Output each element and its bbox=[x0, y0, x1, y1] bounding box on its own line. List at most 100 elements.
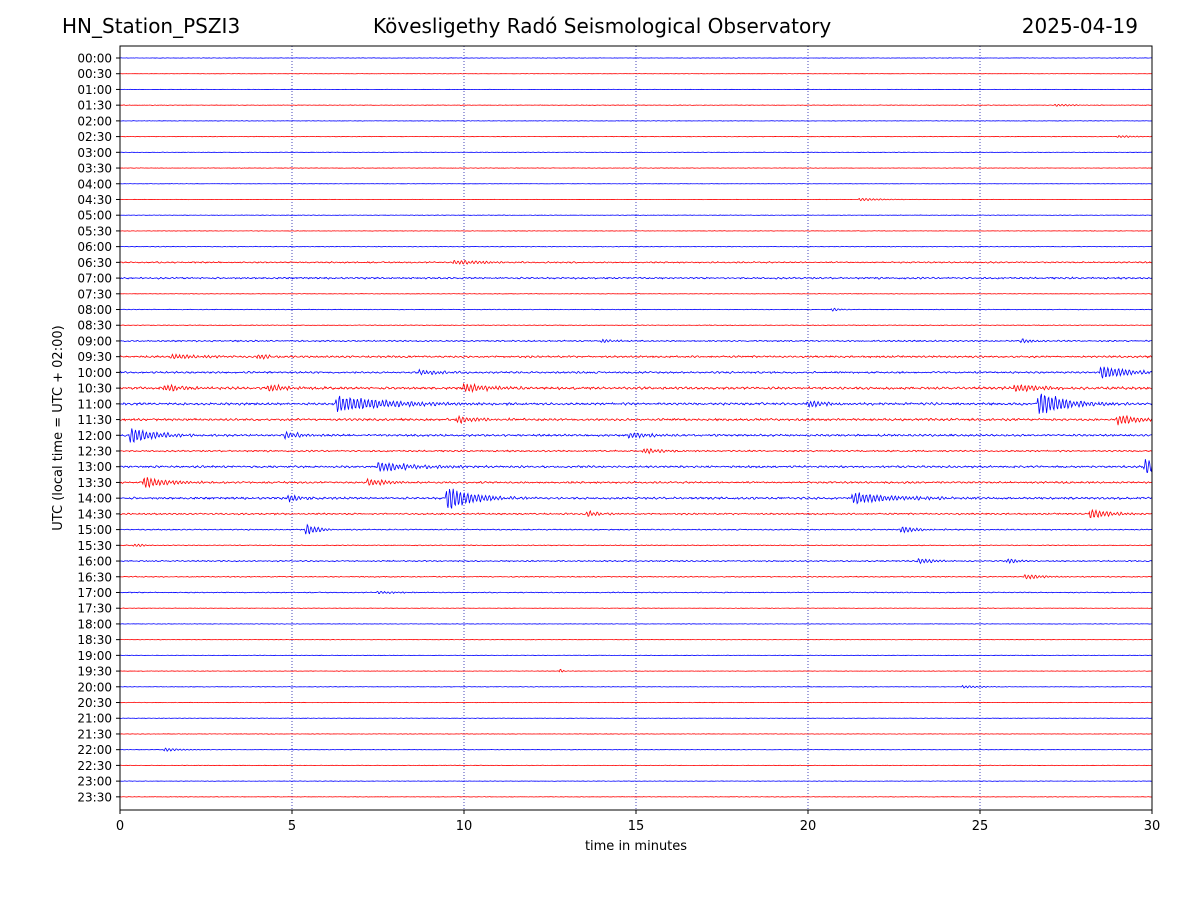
y-tick-label: 05:00 bbox=[77, 209, 112, 223]
y-tick-label: 15:30 bbox=[77, 539, 112, 553]
y-tick-label: 16:00 bbox=[77, 555, 112, 569]
y-tick-label: 20:00 bbox=[77, 680, 112, 694]
y-tick-label: 02:30 bbox=[77, 130, 112, 144]
x-tick-label: 0 bbox=[116, 819, 124, 834]
trace-0600 bbox=[120, 245, 1152, 248]
trace-2130 bbox=[120, 733, 1152, 735]
trace-2200 bbox=[120, 747, 1152, 752]
y-tick-label: 21:30 bbox=[77, 727, 112, 741]
x-tick-label: 5 bbox=[288, 819, 296, 834]
y-tick-label: 19:30 bbox=[77, 665, 112, 679]
y-tick-label: 06:00 bbox=[77, 240, 112, 254]
x-tick-label: 25 bbox=[972, 819, 989, 834]
y-tick-label: 04:30 bbox=[77, 193, 112, 207]
trace-1600 bbox=[120, 558, 1152, 565]
trace-1700 bbox=[120, 590, 1152, 595]
y-tick-label: 12:30 bbox=[77, 445, 112, 459]
chart-title: Kövesligethy Radó Seismological Observat… bbox=[373, 14, 832, 38]
trace-0830 bbox=[120, 324, 1152, 327]
y-tick-label: 09:30 bbox=[77, 350, 112, 364]
x-tick-label: 20 bbox=[800, 819, 817, 834]
trace-1900 bbox=[120, 654, 1152, 657]
y-tick-label: 02:00 bbox=[77, 114, 112, 128]
x-axis-label: time in minutes bbox=[585, 839, 687, 854]
y-tick-label: 16:30 bbox=[77, 570, 112, 584]
y-tick-label: 05:30 bbox=[77, 224, 112, 238]
y-tick-label: 15:00 bbox=[77, 523, 112, 537]
trace-1830 bbox=[120, 638, 1152, 641]
trace-1200 bbox=[120, 428, 1152, 444]
trace-2100 bbox=[120, 717, 1152, 719]
y-tick-label: 11:30 bbox=[77, 413, 112, 427]
trace-0330 bbox=[120, 167, 1152, 169]
y-tick-label: 04:00 bbox=[77, 177, 112, 191]
trace-1530 bbox=[120, 543, 1152, 547]
y-tick-label: 00:30 bbox=[77, 67, 112, 81]
x-tick-label: 30 bbox=[1144, 819, 1161, 834]
trace-1330 bbox=[120, 477, 1152, 489]
trace-1730 bbox=[120, 607, 1152, 609]
trace-2330 bbox=[120, 796, 1152, 798]
y-tick-label: 06:30 bbox=[77, 256, 112, 270]
y-tick-label: 22:00 bbox=[77, 743, 112, 757]
trace-0630 bbox=[120, 259, 1152, 265]
trace-1930 bbox=[120, 668, 1152, 673]
trace-2230 bbox=[120, 764, 1152, 767]
trace-1300 bbox=[120, 459, 1152, 474]
trace-0800 bbox=[120, 307, 1152, 312]
trace-0130 bbox=[120, 103, 1152, 107]
y-tick-label: 23:30 bbox=[77, 790, 112, 804]
trace-1000 bbox=[120, 366, 1152, 379]
trace-2030 bbox=[120, 701, 1152, 704]
trace-1230 bbox=[120, 448, 1152, 455]
trace-0500 bbox=[120, 214, 1152, 216]
date-title: 2025-04-19 bbox=[1021, 14, 1138, 38]
trace-0230 bbox=[120, 135, 1152, 139]
y-tick-label: 18:00 bbox=[77, 617, 112, 631]
trace-1100 bbox=[120, 393, 1152, 414]
y-tick-label: 12:00 bbox=[77, 429, 112, 443]
y-tick-label: 22:30 bbox=[77, 759, 112, 773]
y-tick-label: 08:00 bbox=[77, 303, 112, 317]
trace-1130 bbox=[120, 414, 1152, 426]
trace-0200 bbox=[120, 120, 1152, 122]
y-tick-label: 00:00 bbox=[77, 52, 112, 66]
y-tick-label: 14:00 bbox=[77, 492, 112, 506]
grid-layer bbox=[291, 46, 981, 810]
trace-0730 bbox=[120, 293, 1152, 295]
trace-1630 bbox=[120, 574, 1152, 580]
y-tick-label: 03:00 bbox=[77, 146, 112, 160]
trace-0000 bbox=[120, 57, 1152, 59]
trace-2000 bbox=[120, 684, 1152, 689]
y-tick-label: 10:30 bbox=[77, 382, 112, 396]
y-tick-label: 07:00 bbox=[77, 272, 112, 286]
y-tick-label: 01:00 bbox=[77, 83, 112, 97]
trace-0900 bbox=[120, 338, 1152, 344]
y-tick-label: 14:30 bbox=[77, 507, 112, 521]
y-tick-label: 20:30 bbox=[77, 696, 112, 710]
trace-0300 bbox=[120, 151, 1152, 154]
y-tick-label: 17:00 bbox=[77, 586, 112, 600]
trace-layer bbox=[120, 57, 1152, 798]
trace-0930 bbox=[120, 353, 1152, 360]
y-tick-label: 23:00 bbox=[77, 775, 112, 789]
trace-1430 bbox=[120, 508, 1152, 519]
y-tick-label: 11:00 bbox=[77, 397, 112, 411]
y-tick-label: 18:30 bbox=[77, 633, 112, 647]
trace-1030 bbox=[120, 382, 1152, 394]
y-tick-label: 03:30 bbox=[77, 162, 112, 176]
trace-1800 bbox=[120, 623, 1152, 625]
trace-1500 bbox=[120, 523, 1152, 535]
y-tick-label: 07:30 bbox=[77, 287, 112, 301]
y-tick-label: 21:00 bbox=[77, 712, 112, 726]
x-tick-label: 15 bbox=[628, 819, 645, 834]
trace-0430 bbox=[120, 197, 1152, 202]
trace-0700 bbox=[120, 276, 1152, 280]
y-tick-label: 01:30 bbox=[77, 99, 112, 113]
y-tick-label: 10:00 bbox=[77, 366, 112, 380]
trace-0530 bbox=[120, 230, 1152, 232]
y-tick-label: 13:30 bbox=[77, 476, 112, 490]
y-tick-label: 08:30 bbox=[77, 319, 112, 333]
